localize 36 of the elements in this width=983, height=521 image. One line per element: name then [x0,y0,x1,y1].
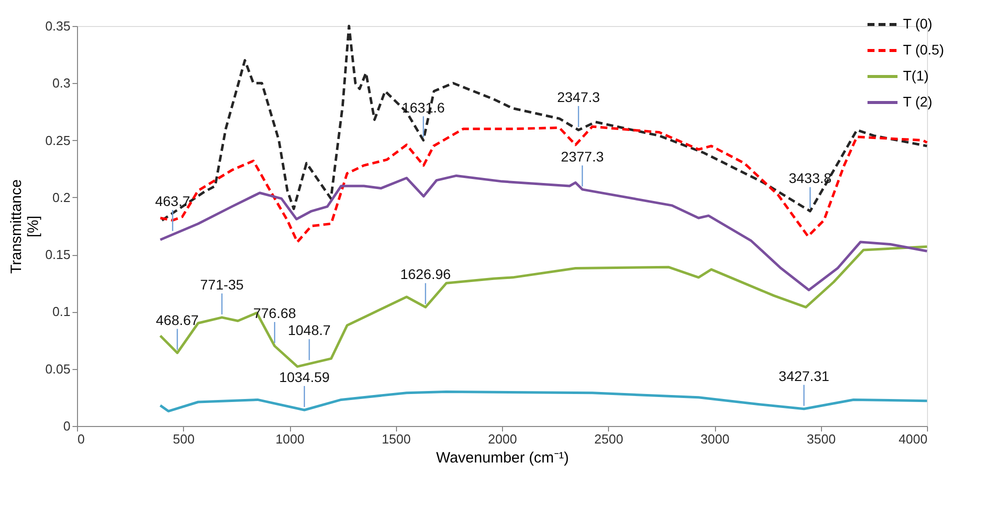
y-tick-label: 0.1 [52,304,70,320]
y-tick-label: 0.05 [45,361,70,376]
legend-label: T (0) [903,16,932,32]
y-tick-label: 0.2 [52,190,70,205]
x-tick-label: 500 [172,432,195,446]
annotation: 1626.96 [400,266,452,282]
x-tick-label: 3000 [700,432,730,446]
annotation: 463.7 [155,193,190,209]
annotation: 1034.59 [279,369,330,385]
y-tick-label: 0 [63,418,70,434]
annotation: 2377.3 [560,148,604,164]
annotation: 2347.3 [557,89,600,105]
y-tick-label: 0.15 [45,247,70,262]
annotation: 3427.31 [778,368,830,384]
y-tick-label: 0.35 [45,18,70,34]
y-tick-label: 0.3 [52,76,70,91]
line-series [159,390,928,412]
x-tick-label: 2000 [488,432,517,446]
x-tick-label: 1000 [276,432,304,446]
annotation: 776.68 [253,305,296,321]
x-tick-label: 2500 [594,432,624,446]
x-tick-label: 1500 [382,432,411,446]
y-tick-label: 0.25 [45,132,70,148]
x-tick-label: 4000 [898,432,928,446]
annotation: 771-35 [200,276,244,292]
annotation: 1048.7 [288,322,331,338]
annotation: 468.67 [156,312,199,328]
legend-label: T (2) [903,94,932,110]
x-tick-label: 0 [78,432,85,446]
x-axis-title: Wavenumber (cm⁻¹) [436,450,569,466]
legend-label: T(1) [903,68,929,84]
x-tick-label: 3500 [806,432,836,446]
y-axis-title: Transmittance [%] [8,179,42,274]
annotation: 1631.6 [402,99,445,116]
annotation: 3433.8 [788,170,832,186]
legend-label: T (0.5) [903,42,944,58]
